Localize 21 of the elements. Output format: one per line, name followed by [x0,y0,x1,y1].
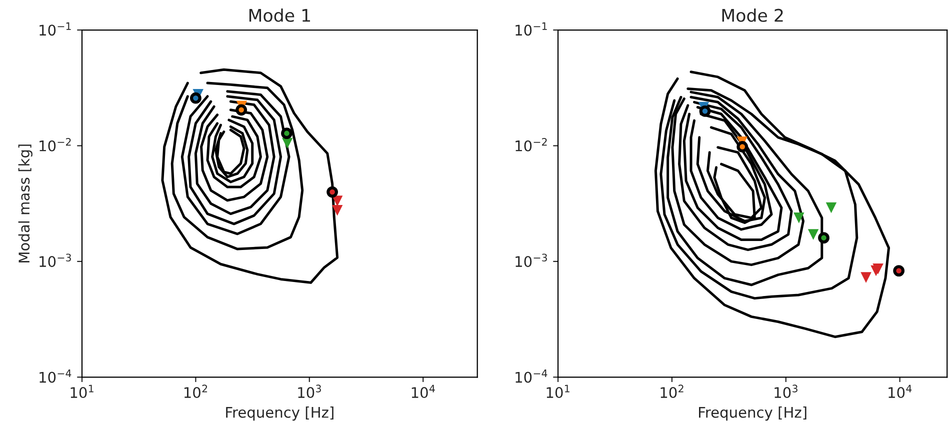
x-tick-label: 10$^{4}$ [412,384,435,398]
x-tick-label: 10$^{3}$ [774,384,798,398]
y-tick-label: 10$^{−4}$ [516,370,548,383]
x-axis-title: Frequency [Hz] [699,406,806,421]
y-tick-label: 10$^{−1}$ [516,22,547,36]
y-axis-title: Modal mass [kg] [18,144,32,262]
x-tick-label: 10$^{1}$ [546,384,570,398]
y-tick-label: 10$^{−3}$ [516,254,547,268]
chart-title: Mode 1 [249,8,310,22]
x-tick-label: 10$^{2}$ [660,384,684,398]
x-axis-title: Frequency [Hz] [226,406,334,421]
x-tick-label: 10$^{1}$ [70,384,94,398]
y-tick-label: 10$^{−1}$ [40,22,71,36]
y-tick-label: 10$^{−3}$ [40,254,71,268]
y-tick-label: 10$^{−2}$ [40,138,71,152]
y-tick-label: 10$^{−2}$ [516,138,547,152]
y-tick-label: 10$^{−4}$ [40,370,72,383]
x-tick-label: 10$^{4}$ [888,384,912,398]
chart-title: Mode 2 [722,8,783,22]
x-tick-label: 10$^{3}$ [298,384,321,398]
x-tick-label: 10$^{2}$ [184,384,208,398]
